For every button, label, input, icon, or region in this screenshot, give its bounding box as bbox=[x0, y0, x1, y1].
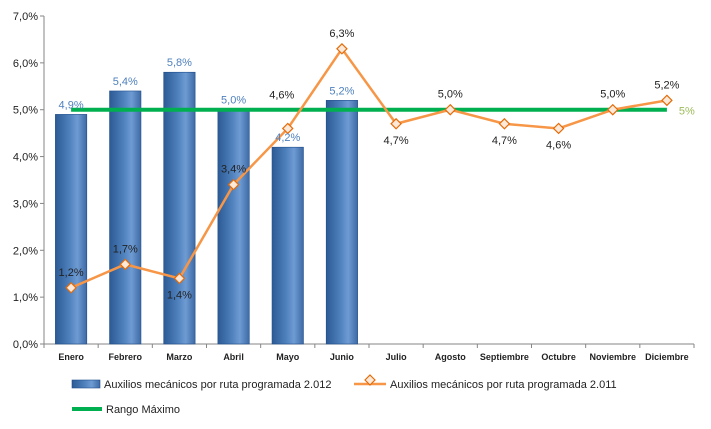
line-point bbox=[119, 258, 132, 271]
max-line-label: 5% bbox=[679, 106, 695, 118]
line-point bbox=[661, 94, 673, 107]
y-tick-label: 5,0% bbox=[13, 105, 38, 117]
line-point bbox=[281, 122, 294, 135]
line-point bbox=[498, 117, 511, 130]
bar-data-label: 5,4% bbox=[113, 76, 138, 88]
line-point bbox=[552, 122, 565, 135]
bar-data-label: 4,9% bbox=[59, 99, 84, 111]
x-tick-label: Diciembre bbox=[645, 352, 689, 362]
series-line-2011 bbox=[70, 46, 668, 289]
line-point bbox=[606, 103, 619, 116]
x-tick-label: Abril bbox=[223, 352, 244, 362]
legend-label-max: Rango Máximo bbox=[106, 404, 180, 416]
line-data-label: 3,4% bbox=[221, 164, 246, 176]
bar bbox=[325, 100, 358, 345]
legend-label-2011: Auxilios mecánicos por ruta programada 2… bbox=[390, 379, 617, 391]
line-data-label: 4,6% bbox=[269, 89, 294, 101]
line-data-label: 1,7% bbox=[113, 243, 138, 255]
bar bbox=[271, 146, 304, 345]
line-data-label: 4,6% bbox=[546, 139, 571, 151]
line-point bbox=[227, 178, 240, 191]
legend: Auxilios mecánicos por ruta programada 2… bbox=[71, 374, 617, 416]
bar bbox=[109, 90, 142, 345]
line-data-label: 4,7% bbox=[384, 135, 409, 147]
x-tick-label: Septiembre bbox=[480, 352, 529, 362]
bar-series bbox=[55, 71, 358, 345]
data-labels: 5% 4,9% 5,4% 5,8% 5,0% 4,2% 5,2% 1,2% 1,7% 1,4% 3,… bbox=[59, 28, 695, 302]
line-data-label: 4,7% bbox=[492, 135, 517, 147]
axes: 0,0% 1,0% 2,0% 3,0% 4,0% 5,0% 6,0% 7,0% Enero Feb… bbox=[13, 11, 695, 362]
bar-data-label: 4,2% bbox=[275, 132, 300, 144]
y-tick-label: 3,0% bbox=[13, 198, 38, 210]
x-tick-label: Julio bbox=[386, 352, 408, 362]
line-point bbox=[336, 42, 348, 55]
bar-data-label: 5,0% bbox=[221, 95, 246, 107]
x-tick-label: Enero bbox=[58, 352, 84, 362]
x-tick-label: Junio bbox=[330, 352, 355, 362]
y-tick-label: 4,0% bbox=[13, 152, 38, 164]
legend-marker-2011 bbox=[364, 374, 376, 386]
x-tick-label: Febrero bbox=[108, 352, 142, 362]
line-point bbox=[390, 117, 402, 130]
line-data-label: 5,0% bbox=[438, 89, 463, 101]
bar bbox=[163, 71, 196, 345]
line-point bbox=[444, 103, 457, 116]
line-series bbox=[65, 42, 673, 294]
bar bbox=[217, 109, 250, 345]
x-tick-label: Agosto bbox=[435, 352, 466, 362]
x-tick-label: Mayo bbox=[276, 352, 300, 362]
line-data-label: 1,4% bbox=[167, 289, 192, 301]
x-tick-label: Noviembre bbox=[589, 352, 636, 362]
x-tick-label: Octubre bbox=[541, 352, 576, 362]
x-tick-label: Marzo bbox=[166, 352, 193, 362]
legend-label-2012: Auxilios mecánicos por ruta programada 2… bbox=[104, 379, 331, 391]
y-tick-label: 0,0% bbox=[13, 339, 38, 351]
line-data-label: 1,2% bbox=[59, 267, 84, 279]
line-data-label: 5,0% bbox=[600, 89, 625, 101]
y-tick-label: 2,0% bbox=[13, 245, 38, 257]
line-data-label: 6,3% bbox=[329, 28, 354, 40]
y-tick-label: 6,0% bbox=[13, 58, 38, 70]
bar-data-label: 5,2% bbox=[329, 85, 354, 97]
line-data-label: 5,2% bbox=[654, 79, 679, 91]
bar bbox=[55, 114, 88, 345]
legend-swatch-2012 bbox=[71, 379, 101, 389]
line-point bbox=[65, 281, 77, 294]
line-point bbox=[173, 272, 186, 285]
y-tick-label: 1,0% bbox=[13, 292, 38, 304]
y-tick-label: 7,0% bbox=[13, 11, 38, 23]
bar-data-label: 5,8% bbox=[167, 57, 192, 69]
